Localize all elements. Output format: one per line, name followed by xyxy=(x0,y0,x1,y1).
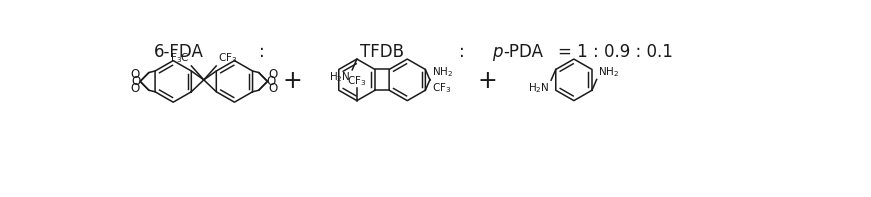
Text: F$_3$C: F$_3$C xyxy=(170,51,190,65)
Text: :: : xyxy=(259,43,265,61)
Text: H$_2$N: H$_2$N xyxy=(528,81,550,95)
Text: O: O xyxy=(132,75,141,88)
Text: O: O xyxy=(268,82,277,95)
Text: CF$_3$: CF$_3$ xyxy=(431,81,451,95)
Text: = 1 : 0.9 : 0.1: = 1 : 0.9 : 0.1 xyxy=(558,43,673,61)
Text: O: O xyxy=(131,68,139,81)
Text: O: O xyxy=(268,68,277,81)
Text: :: : xyxy=(459,43,464,61)
Text: +: + xyxy=(477,69,497,93)
Text: -PDA: -PDA xyxy=(503,43,544,61)
Text: +: + xyxy=(283,69,302,93)
Text: p: p xyxy=(492,43,503,61)
Text: CF$_3$: CF$_3$ xyxy=(348,74,367,87)
Text: CF$_3$: CF$_3$ xyxy=(218,51,237,65)
Text: NH$_2$: NH$_2$ xyxy=(431,65,453,79)
Text: 6-FDA: 6-FDA xyxy=(153,43,204,61)
Text: H$_2$N: H$_2$N xyxy=(329,71,351,84)
Text: O: O xyxy=(267,75,276,88)
Text: O: O xyxy=(131,82,139,95)
Text: NH$_2$: NH$_2$ xyxy=(598,65,619,79)
Text: TFDB: TFDB xyxy=(360,43,403,61)
